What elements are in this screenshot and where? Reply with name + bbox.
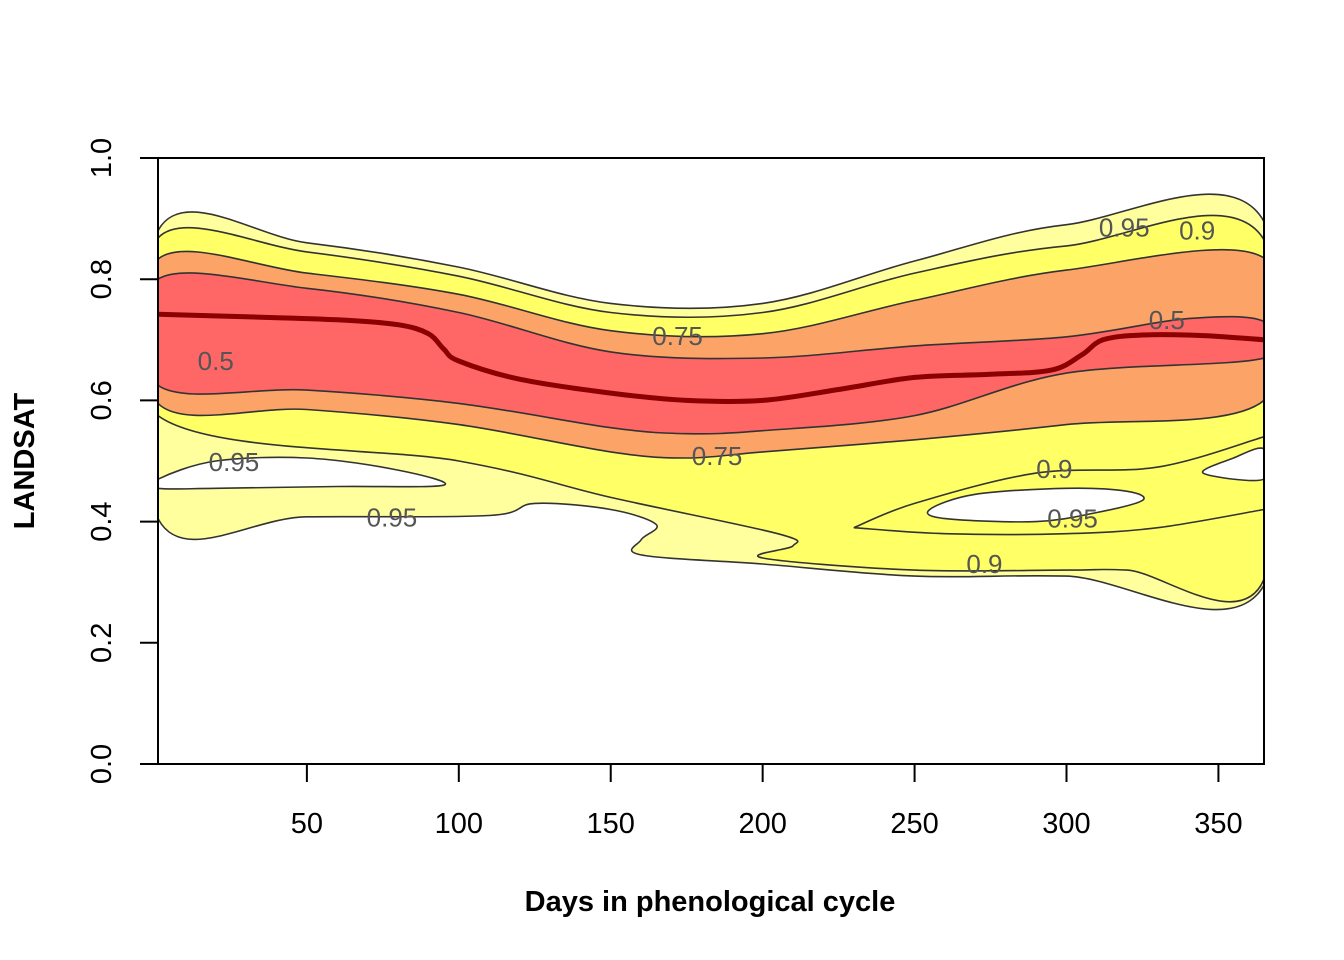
y-axis: 0.0 0.2 0.4 0.6 0.8 1.0 — [86, 138, 159, 784]
contour-label: 0.95 — [209, 447, 260, 477]
hole-contour-3 — [1201, 447, 1264, 482]
contour-label: 0.75 — [652, 321, 703, 351]
inner-contour-1 — [853, 436, 1264, 529]
x-tick-label: 50 — [291, 808, 323, 840]
x-tick-label: 200 — [738, 808, 786, 840]
contour-label: 0.5 — [198, 346, 234, 376]
y-tick-label: 0.0 — [86, 744, 118, 784]
contour-label: 0.95 — [1047, 504, 1098, 534]
contour-label: 0.5 — [1149, 305, 1185, 335]
y-tick-label: 0.4 — [86, 501, 118, 541]
contour-label: 0.95 — [367, 502, 418, 532]
y-tick-label: 0.6 — [86, 380, 118, 420]
inner-contours — [853, 436, 1264, 536]
x-tick-label: 350 — [1194, 808, 1242, 840]
hole-contour-2 — [926, 487, 1145, 523]
contour-holes — [158, 447, 1264, 523]
band-0-75 — [158, 248, 1264, 459]
contour-label: 0.9 — [966, 549, 1002, 579]
contour-labels: 0.5 0.5 0.75 0.75 0.95 0.95 0.95 0.95 0.9 0.9 0.9 — [198, 213, 1216, 579]
x-tick-label: 100 — [435, 808, 483, 840]
median-line-group — [158, 311, 1264, 405]
y-axis-title: LANDSAT — [9, 393, 41, 530]
contour-label: 0.95 — [1099, 213, 1150, 243]
median-line — [158, 311, 1264, 405]
contour-label: 0.9 — [1036, 454, 1072, 484]
contour-label: 0.75 — [692, 441, 743, 471]
x-axis-title: Days in phenological cycle — [525, 886, 896, 918]
contour-label: 0.9 — [1179, 216, 1215, 246]
x-tick-label: 300 — [1042, 808, 1090, 840]
x-tick-label: 150 — [587, 808, 635, 840]
x-axis: 50 100 150 200 250 300 350 — [291, 763, 1243, 840]
inner-contour-2 — [853, 508, 1264, 536]
y-tick-label: 0.2 — [86, 623, 118, 663]
x-tick-label: 250 — [890, 808, 938, 840]
y-tick-label: 0.8 — [86, 259, 118, 299]
y-tick-label: 1.0 — [86, 138, 118, 178]
hole-contour-1 — [158, 456, 447, 490]
